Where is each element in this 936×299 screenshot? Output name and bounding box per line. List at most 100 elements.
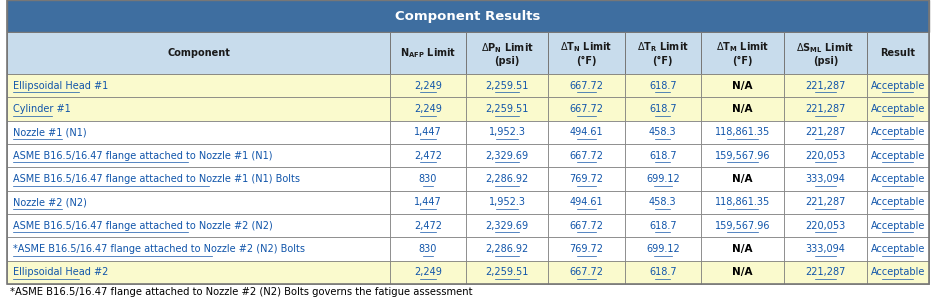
Text: Acceptable: Acceptable <box>870 174 925 184</box>
Bar <box>784 214 867 237</box>
Bar <box>389 167 466 191</box>
Text: 2,249: 2,249 <box>414 267 442 277</box>
Bar <box>701 237 784 261</box>
Bar <box>548 237 624 261</box>
Bar <box>867 32 929 74</box>
Text: 667.72: 667.72 <box>569 81 604 91</box>
Text: 1,447: 1,447 <box>414 197 442 208</box>
Bar <box>389 74 466 97</box>
Text: Nozzle #2 (N2): Nozzle #2 (N2) <box>13 197 87 208</box>
Text: Acceptable: Acceptable <box>870 151 925 161</box>
Text: 830: 830 <box>418 244 437 254</box>
Text: 1,952.3: 1,952.3 <box>489 197 526 208</box>
Text: N/A: N/A <box>732 174 753 184</box>
Text: 1,447: 1,447 <box>414 127 442 138</box>
Bar <box>548 74 624 97</box>
Text: 2,329.69: 2,329.69 <box>486 221 529 231</box>
Text: *ASME B16.5/16.47 flange attached to Nozzle #2 (N2) Bolts: *ASME B16.5/16.47 flange attached to Noz… <box>13 244 305 254</box>
Bar <box>7 121 389 144</box>
Bar <box>548 97 624 121</box>
Text: 221,287: 221,287 <box>805 267 845 277</box>
Text: 618.7: 618.7 <box>649 151 677 161</box>
Bar <box>701 167 784 191</box>
Bar <box>624 191 701 214</box>
Text: Cylinder #1: Cylinder #1 <box>13 104 71 114</box>
Text: Acceptable: Acceptable <box>870 267 925 277</box>
Bar <box>466 121 548 144</box>
Text: 221,287: 221,287 <box>805 104 845 114</box>
Bar <box>389 214 466 237</box>
Text: 2,259.51: 2,259.51 <box>486 267 529 277</box>
Bar <box>7 191 389 214</box>
Bar <box>784 74 867 97</box>
Text: 159,567.96: 159,567.96 <box>715 221 770 231</box>
Text: 2,286.92: 2,286.92 <box>486 244 529 254</box>
Text: 699.12: 699.12 <box>646 244 680 254</box>
Text: N/A: N/A <box>732 244 753 254</box>
Text: N/A: N/A <box>732 104 753 114</box>
Bar <box>7 237 389 261</box>
Bar <box>548 214 624 237</box>
Bar <box>389 261 466 284</box>
Bar <box>701 261 784 284</box>
Text: 458.3: 458.3 <box>649 197 677 208</box>
Text: N/A: N/A <box>732 81 753 91</box>
Bar <box>548 167 624 191</box>
Text: Acceptable: Acceptable <box>870 244 925 254</box>
Bar <box>7 144 389 167</box>
Bar <box>466 144 548 167</box>
Bar <box>784 144 867 167</box>
Bar <box>701 121 784 144</box>
Bar <box>624 261 701 284</box>
Text: 830: 830 <box>418 174 437 184</box>
Bar <box>466 237 548 261</box>
Text: 667.72: 667.72 <box>569 221 604 231</box>
Bar <box>7 32 389 74</box>
Text: 220,053: 220,053 <box>805 151 845 161</box>
Bar <box>624 214 701 237</box>
Text: N$_\mathbf{AFP}$ Limit: N$_\mathbf{AFP}$ Limit <box>400 46 456 60</box>
Bar <box>389 32 466 74</box>
Bar <box>784 97 867 121</box>
Text: ASME B16.5/16.47 flange attached to Nozzle #1 (N1): ASME B16.5/16.47 flange attached to Nozz… <box>13 151 272 161</box>
Bar <box>389 237 466 261</box>
Bar <box>7 74 389 97</box>
Text: 333,094: 333,094 <box>805 244 845 254</box>
Text: 618.7: 618.7 <box>649 221 677 231</box>
Text: 2,286.92: 2,286.92 <box>486 174 529 184</box>
Text: 769.72: 769.72 <box>569 244 604 254</box>
Text: Result: Result <box>880 48 915 58</box>
Text: ASME B16.5/16.47 flange attached to Nozzle #1 (N1) Bolts: ASME B16.5/16.47 flange attached to Nozz… <box>13 174 300 184</box>
Text: 221,287: 221,287 <box>805 127 845 138</box>
Text: 118,861.35: 118,861.35 <box>715 127 770 138</box>
Bar <box>867 167 929 191</box>
Bar <box>466 97 548 121</box>
Bar <box>466 191 548 214</box>
Bar <box>867 121 929 144</box>
Text: 221,287: 221,287 <box>805 81 845 91</box>
Bar <box>784 167 867 191</box>
Bar <box>548 261 624 284</box>
Bar <box>7 261 389 284</box>
Bar <box>466 74 548 97</box>
Text: N/A: N/A <box>732 267 753 277</box>
Text: 618.7: 618.7 <box>649 267 677 277</box>
Bar <box>624 167 701 191</box>
Text: Acceptable: Acceptable <box>870 197 925 208</box>
Bar <box>7 214 389 237</box>
Text: 159,567.96: 159,567.96 <box>715 151 770 161</box>
Text: 220,053: 220,053 <box>805 221 845 231</box>
Text: 2,259.51: 2,259.51 <box>486 104 529 114</box>
Text: 667.72: 667.72 <box>569 104 604 114</box>
Bar <box>624 97 701 121</box>
Bar <box>548 32 624 74</box>
Bar <box>701 144 784 167</box>
Text: 2,259.51: 2,259.51 <box>486 81 529 91</box>
Text: $\Delta$P$_\mathbf{N}$ Limit
(psi): $\Delta$P$_\mathbf{N}$ Limit (psi) <box>481 41 534 66</box>
Bar <box>867 214 929 237</box>
Text: Acceptable: Acceptable <box>870 127 925 138</box>
Bar <box>466 261 548 284</box>
Text: *ASME B16.5/16.47 flange attached to Nozzle #2 (N2) Bolts governs the fatigue as: *ASME B16.5/16.47 flange attached to Noz… <box>10 287 473 297</box>
Text: 769.72: 769.72 <box>569 174 604 184</box>
Bar <box>389 191 466 214</box>
